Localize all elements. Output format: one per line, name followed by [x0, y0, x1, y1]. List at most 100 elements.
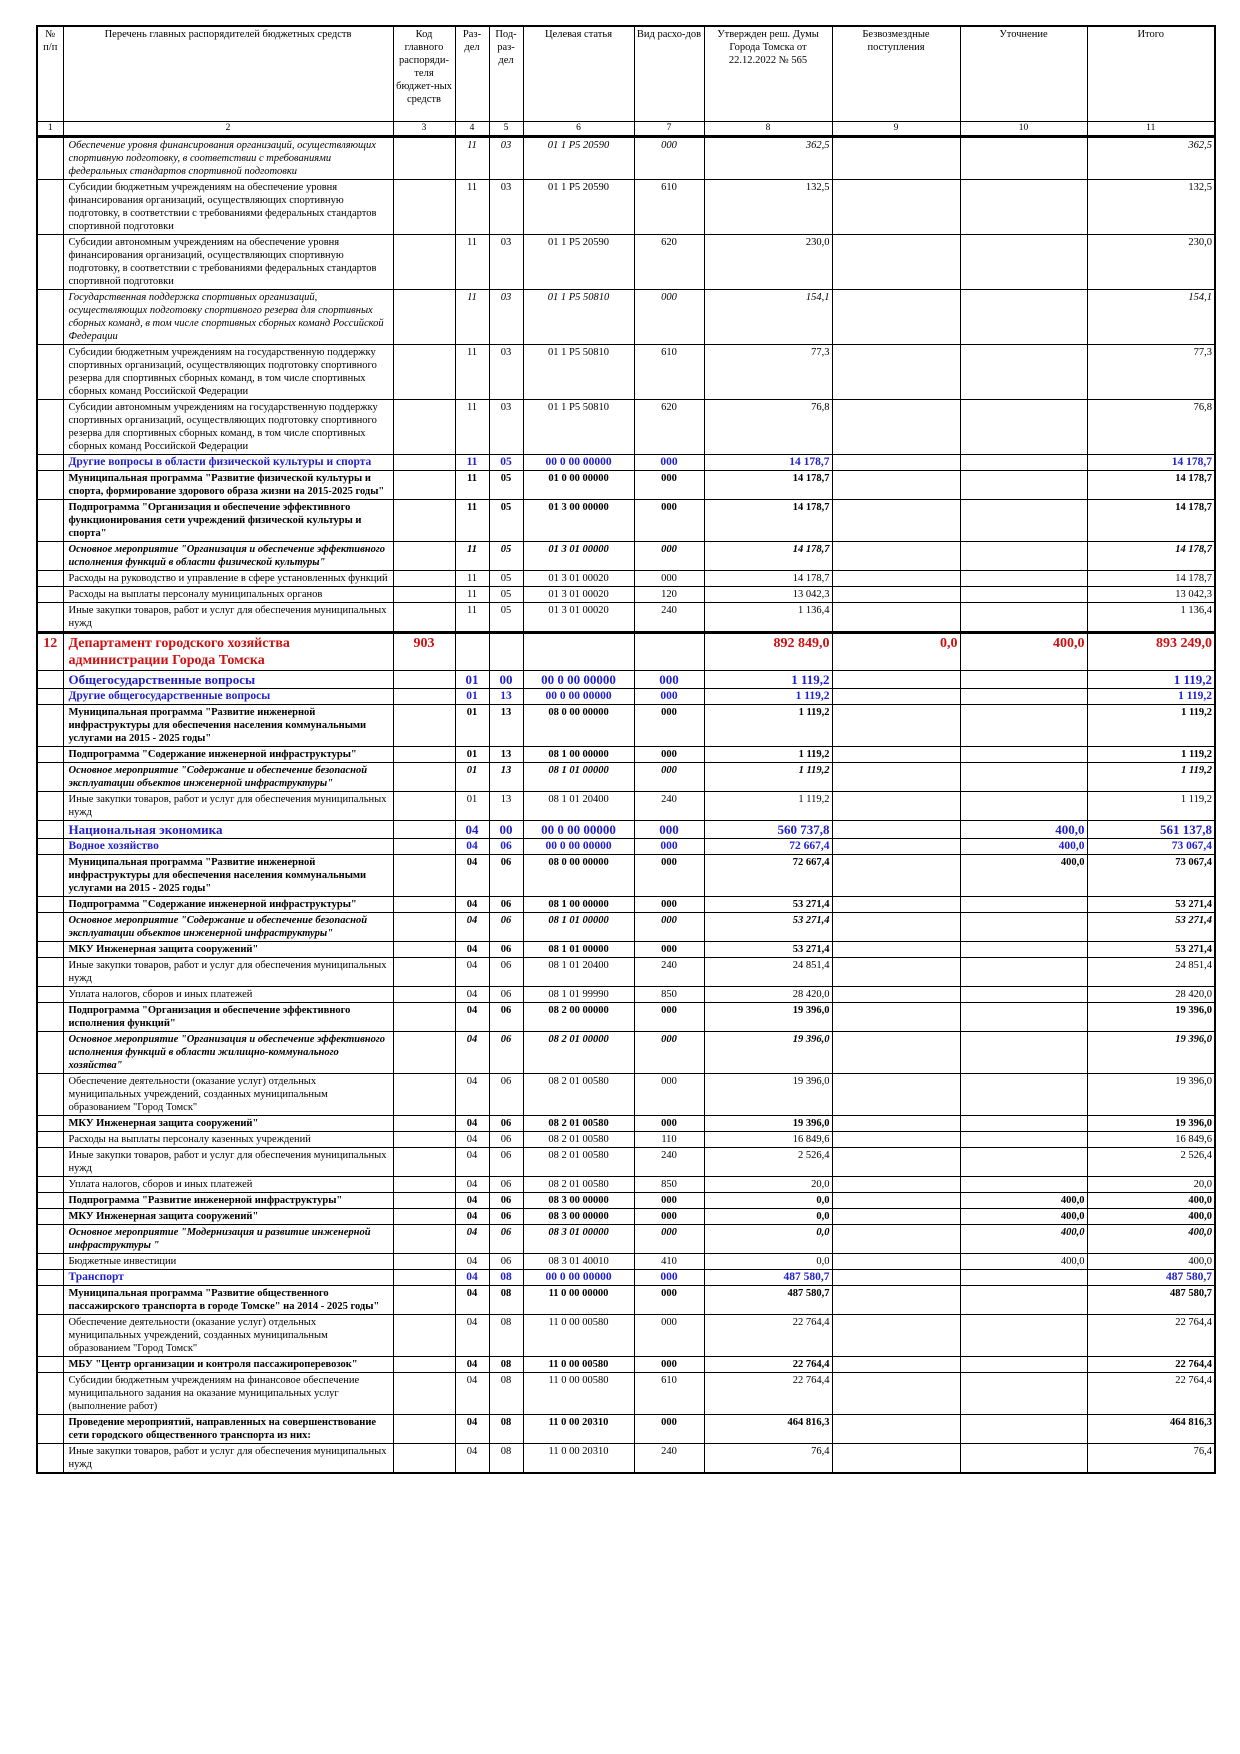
table-cell: 11 0 00 20310 — [522, 1414, 635, 1444]
table-cell — [392, 1115, 456, 1132]
table-cell: 14 178,7 — [1086, 470, 1216, 500]
table-cell: 850 — [633, 1176, 705, 1193]
table-cell — [36, 1372, 64, 1415]
table-cell — [36, 791, 64, 821]
table-cell: 487 580,7 — [1086, 1285, 1216, 1315]
table-row: Другие вопросы в области физической куль… — [36, 454, 1216, 471]
table-cell: 362,5 — [1086, 136, 1216, 180]
table-cell: 08 — [488, 1443, 524, 1474]
table-cell — [392, 234, 456, 290]
table-cell: 13 042,3 — [1086, 586, 1216, 603]
table-row: Основное мероприятие "Модернизация и раз… — [36, 1224, 1216, 1254]
table-cell — [959, 1176, 1088, 1193]
table-cell: 19 396,0 — [1086, 1002, 1216, 1032]
table-cell: 120 — [633, 586, 705, 603]
table-cell — [959, 570, 1088, 587]
table-cell — [36, 838, 64, 855]
table-cell — [831, 820, 961, 839]
table-cell — [454, 631, 490, 671]
table-cell: 08 2 01 00580 — [522, 1131, 635, 1148]
table-cell: 400,0 — [959, 1192, 1088, 1209]
table-cell: 400,0 — [959, 854, 1088, 897]
table-cell — [392, 179, 456, 235]
table-cell: 08 2 00 00000 — [522, 1002, 635, 1032]
table-cell: 06 — [488, 1208, 524, 1225]
table-cell: 08 1 01 00000 — [522, 912, 635, 942]
table-cell — [959, 234, 1088, 290]
table-cell: 01 3 01 00020 — [522, 570, 635, 587]
table-cell: 14 178,7 — [703, 541, 833, 571]
table-cell: 000 — [633, 1192, 705, 1209]
table-row: Подпрограмма "Содержание инженерной инфр… — [36, 746, 1216, 763]
table-cell: 400,0 — [1086, 1224, 1216, 1254]
table-cell — [392, 1131, 456, 1148]
table-cell: 04 — [454, 1115, 490, 1132]
table-cell — [36, 1208, 64, 1225]
table-cell: 01 — [454, 746, 490, 763]
table-cell — [392, 1224, 456, 1254]
table-cell: 1 119,2 — [1086, 762, 1216, 792]
table-cell — [392, 454, 456, 471]
table-cell: 05 — [488, 454, 524, 471]
table-cell: 11 — [454, 570, 490, 587]
table-cell: 11 — [454, 399, 490, 455]
table-cell: 0,0 — [703, 1208, 833, 1225]
table-cell: 04 — [454, 1372, 490, 1415]
table-cell: 561 137,8 — [1086, 820, 1216, 839]
table-cell: 464 816,3 — [703, 1414, 833, 1444]
table-cell: 000 — [633, 854, 705, 897]
table-cell: 22 764,4 — [703, 1314, 833, 1357]
table-row: МКУ Инженерная защита сооружений" 04 06 08 … — [36, 1208, 1216, 1225]
table-cell: 08 1 01 00000 — [522, 941, 635, 958]
table-cell: Иные закупки товаров, работ и услуг для … — [62, 957, 394, 987]
column-number: 10 — [959, 121, 1088, 138]
table-cell: 08 — [488, 1356, 524, 1373]
table-cell: 0,0 — [831, 631, 961, 671]
table-cell — [831, 1285, 961, 1315]
table-cell: 76,8 — [703, 399, 833, 455]
table-cell: 893 249,0 — [1086, 631, 1216, 671]
table-cell: 04 — [454, 1443, 490, 1474]
table-cell — [392, 1285, 456, 1315]
table-cell — [36, 820, 64, 839]
table-cell — [959, 344, 1088, 400]
table-cell: 240 — [633, 957, 705, 987]
table-row: Муниципальная программа "Развитие инжене… — [36, 854, 1216, 897]
table-cell: 13 — [488, 688, 524, 705]
table-cell: 19 396,0 — [1086, 1115, 1216, 1132]
table-cell — [36, 1269, 64, 1286]
table-cell — [831, 838, 961, 855]
table-cell: МБУ "Центр организации и контроля пассаж… — [62, 1356, 394, 1373]
table-row: Подпрограмма "Содержание инженерной инфр… — [36, 896, 1216, 913]
table-cell: 11 — [454, 179, 490, 235]
table-cell — [36, 1131, 64, 1148]
table-cell: 19 396,0 — [1086, 1073, 1216, 1116]
table-cell: Основное мероприятие "Организация и обес… — [62, 541, 394, 571]
table-cell — [392, 1031, 456, 1074]
table-cell — [959, 1269, 1088, 1286]
header-cell: Итого — [1086, 25, 1216, 122]
table-cell: 08 1 01 20400 — [522, 791, 635, 821]
table-cell: 04 — [454, 1031, 490, 1074]
table-cell — [831, 791, 961, 821]
table-cell: 1 119,2 — [1086, 688, 1216, 705]
table-cell: 04 — [454, 1253, 490, 1270]
table-cell: 11 0 00 20310 — [522, 1443, 635, 1474]
table-cell: 03 — [488, 289, 524, 345]
header-cell: Целевая статья — [522, 25, 635, 122]
column-number: 5 — [488, 121, 524, 138]
table-cell: 53 271,4 — [1086, 941, 1216, 958]
table-row: Основное мероприятие "Содержание и обесп… — [36, 762, 1216, 792]
table-cell: Другие общегосударственные вопросы — [62, 688, 394, 705]
table-cell — [959, 670, 1088, 689]
table-cell: 03 — [488, 234, 524, 290]
table-row: Расходы на выплаты персоналу муниципальн… — [36, 586, 1216, 603]
table-cell — [959, 791, 1088, 821]
table-cell — [36, 454, 64, 471]
table-cell: 000 — [633, 289, 705, 345]
table-cell: 00 — [488, 670, 524, 689]
table-cell: 04 — [454, 838, 490, 855]
table-cell: 240 — [633, 1147, 705, 1177]
table-cell — [392, 499, 456, 542]
